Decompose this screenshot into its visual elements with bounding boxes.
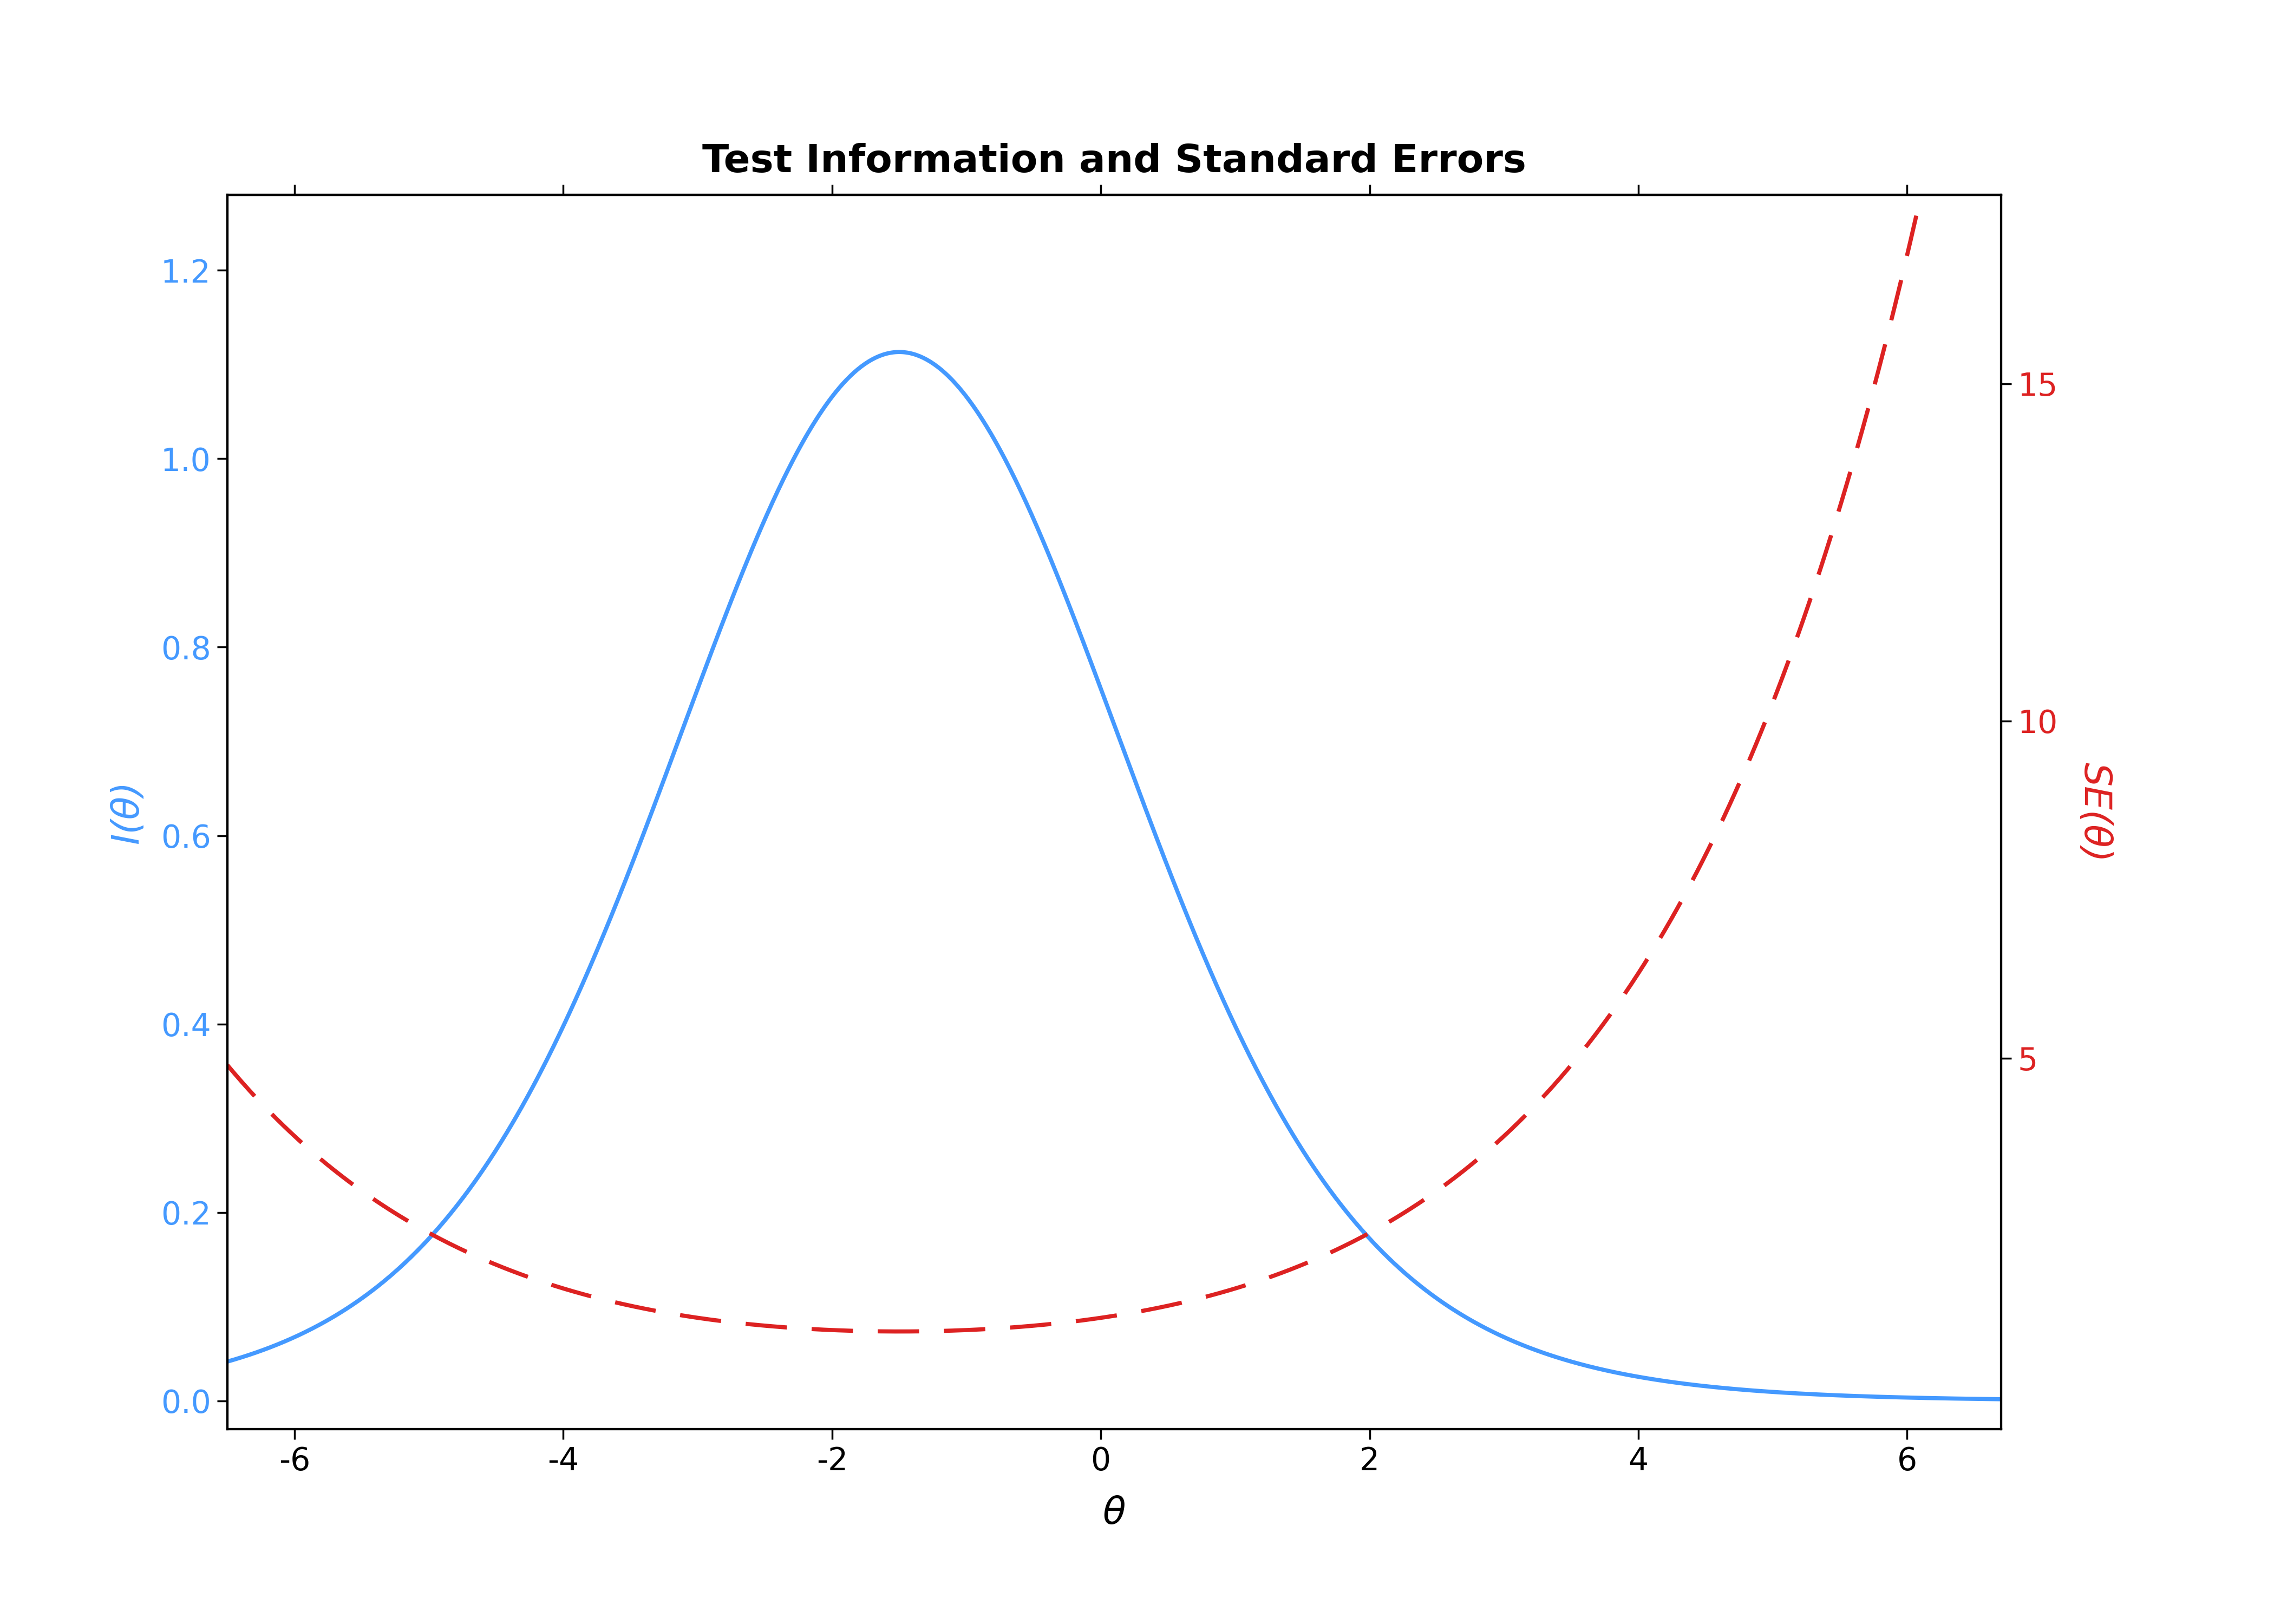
Title: Test Information and Standard Errors: Test Information and Standard Errors xyxy=(703,143,1526,180)
Y-axis label: I(θ): I(θ) xyxy=(109,780,146,844)
Y-axis label: SE(θ): SE(θ) xyxy=(2076,762,2113,862)
X-axis label: θ: θ xyxy=(1103,1496,1126,1531)
